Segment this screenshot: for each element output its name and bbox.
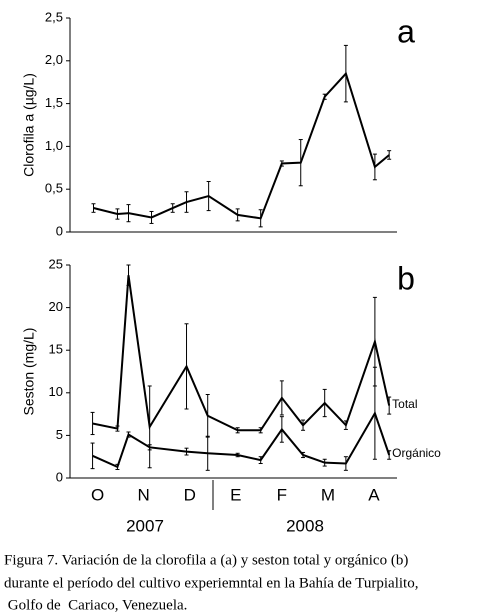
y-axis-label: Clorofila a (µg/L) bbox=[21, 73, 37, 177]
data-line bbox=[92, 275, 391, 432]
series-label: Orgánico bbox=[392, 446, 441, 460]
caption-line: Golfo de Cariaco, Venezuela. bbox=[4, 597, 187, 613]
x-tick-label: M bbox=[321, 485, 335, 504]
y-axis-label: Seston (mg/L) bbox=[21, 328, 37, 416]
series-label: Total bbox=[392, 397, 417, 411]
y-tick-label: 0 bbox=[56, 469, 63, 484]
y-tick-label: 1,0 bbox=[45, 138, 63, 153]
data-line bbox=[92, 410, 391, 469]
x-tick-label: F bbox=[277, 485, 287, 504]
x-tick-label: E bbox=[230, 485, 241, 504]
panel-label: a bbox=[397, 13, 415, 49]
year-label: 2008 bbox=[286, 516, 324, 535]
y-tick-label: 5 bbox=[56, 427, 63, 442]
y-tick-label: 2,0 bbox=[45, 52, 63, 67]
y-tick-label: 25 bbox=[49, 256, 63, 271]
x-tick-label: A bbox=[368, 485, 380, 504]
x-tick-label: N bbox=[138, 485, 150, 504]
y-tick-label: 0 bbox=[56, 223, 63, 238]
x-tick-label: D bbox=[184, 485, 196, 504]
year-label: 2007 bbox=[126, 516, 164, 535]
y-tick-label: 1,5 bbox=[45, 95, 63, 110]
y-tick-label: 10 bbox=[49, 384, 63, 399]
panel-label: b bbox=[397, 260, 415, 296]
y-tick-label: 20 bbox=[49, 299, 63, 314]
y-tick-label: 2,5 bbox=[45, 9, 63, 24]
y-tick-label: 0,5 bbox=[45, 181, 63, 196]
x-tick-label: O bbox=[91, 485, 104, 504]
caption-line: durante el período del cultivo experiemn… bbox=[4, 575, 418, 591]
data-line bbox=[93, 71, 390, 220]
y-tick-label: 15 bbox=[49, 342, 63, 357]
caption-line: Figura 7. Variación de la clorofila a (a… bbox=[4, 552, 408, 568]
